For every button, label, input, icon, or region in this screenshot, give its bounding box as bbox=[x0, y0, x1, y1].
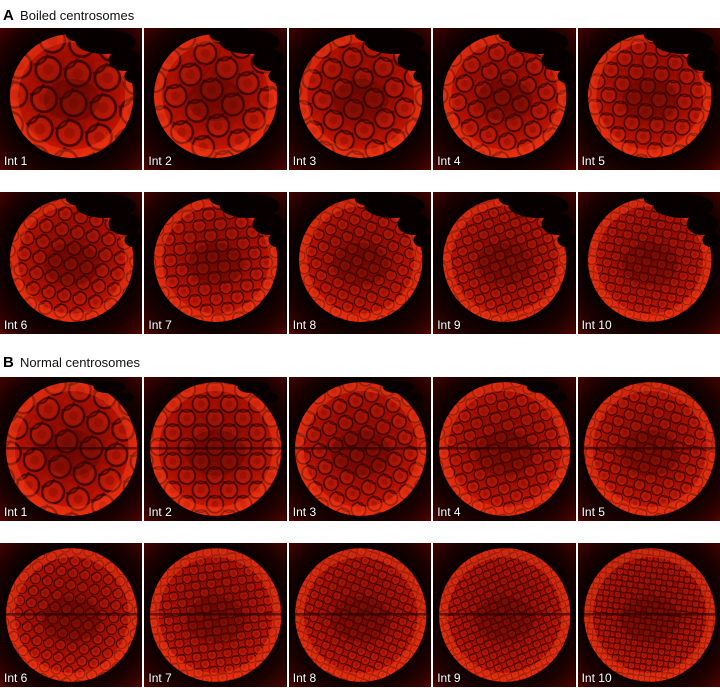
panel-a-letter: A bbox=[3, 7, 15, 24]
panel-b-micrograph-5: Int 5 bbox=[577, 377, 720, 521]
panel-a-micrograph-10: Int 10 bbox=[577, 192, 720, 334]
panel-a-grid: Int 1 Int 2 Int 3 Int 4 Int 5 Int 6 Int 7 Int 8… bbox=[0, 28, 720, 334]
panel-b-micrograph-1: Int 1 bbox=[0, 377, 143, 521]
panel-a-micrograph-2: Int 2 bbox=[144, 28, 287, 170]
panel-b-header: B Normal centrosomes bbox=[0, 334, 720, 377]
panel-b-micrograph-10: Int 10 bbox=[577, 543, 720, 687]
panel-a-title: Boiled centrosomes bbox=[20, 8, 135, 23]
panel-a-micrograph-6: Int 6 bbox=[0, 192, 143, 334]
panel-a-micrograph-7: Int 7 bbox=[144, 192, 287, 334]
panel-b-micrograph-2: Int 2 bbox=[144, 377, 287, 521]
panel-b-micrograph-8: Int 8 bbox=[288, 543, 432, 687]
panel-a-micrograph-9: Int 9 bbox=[433, 192, 576, 334]
panel-a-micrograph-1: Int 1 bbox=[0, 28, 143, 170]
panel-b-micrograph-6: Int 6 bbox=[0, 543, 143, 687]
panel-b-micrograph-3: Int 3 bbox=[288, 377, 432, 521]
panel-b-letter: B bbox=[3, 354, 15, 371]
panel-b-micrograph-4: Int 4 bbox=[433, 377, 576, 521]
panel-a-header: A Boiled centrosomes bbox=[0, 0, 720, 28]
panel-b-title: Normal centrosomes bbox=[20, 355, 140, 370]
panel-a-micrograph-8: Int 8 bbox=[288, 192, 432, 334]
panel-b-micrograph-7: Int 7 bbox=[144, 543, 287, 687]
panel-b-micrograph-9: Int 9 bbox=[433, 543, 576, 687]
panel-a-micrograph-3: Int 3 bbox=[288, 28, 432, 170]
panel-b-grid: Int 1 Int 2 Int 3 Int 4 Int 5 Int 6 Int 7 Int 8… bbox=[0, 377, 720, 687]
panel-a-micrograph-4: Int 4 bbox=[433, 28, 576, 170]
panel-a-micrograph-5: Int 5 bbox=[577, 28, 720, 170]
